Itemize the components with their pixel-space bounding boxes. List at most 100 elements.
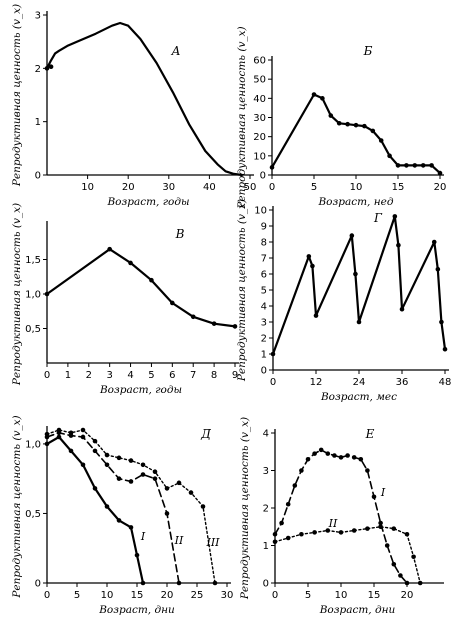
x-tick-label: 0 [270, 377, 276, 388]
y-tick-label: 0 [260, 171, 266, 182]
x-tick-label: 6 [169, 370, 175, 381]
y-axis-label: Репродуктивная ценность (v_x) [11, 203, 23, 386]
y-axis-label: Репродуктивная ценность (v_x) [11, 415, 23, 598]
data-point [116, 455, 122, 461]
panel-letter: Д [200, 427, 211, 441]
series-line [45, 248, 237, 328]
data-point [412, 163, 418, 168]
data-point [429, 163, 434, 168]
series-line-I [45, 435, 145, 585]
data-point [92, 448, 98, 454]
x-tick-label: 15 [392, 182, 405, 193]
panel-letter: В [175, 227, 185, 241]
data-point [345, 121, 350, 127]
data-point [325, 528, 331, 533]
data-point [44, 291, 50, 297]
data-point [338, 530, 344, 535]
data-point [378, 138, 384, 143]
data-point [299, 468, 304, 473]
x-tick-label: 50 [244, 182, 257, 193]
data-point [44, 441, 50, 447]
data-point [371, 494, 377, 500]
data-point [190, 314, 196, 320]
data-point [188, 490, 194, 495]
y-tick-label: 3 [261, 318, 267, 329]
data-point [439, 319, 444, 325]
data-point [351, 455, 357, 460]
data-point [80, 462, 86, 468]
y-tick-label: 50 [253, 75, 266, 86]
y-tick-label: 1,0 [25, 290, 41, 301]
series-line-I [274, 449, 408, 584]
data-point [396, 242, 401, 248]
y-tick-label: 1 [35, 117, 41, 128]
data-point [365, 468, 370, 473]
data-point [285, 501, 291, 507]
y-tick-label: 0 [261, 366, 267, 377]
data-point [164, 511, 170, 516]
data-point [332, 453, 337, 458]
data-point [269, 165, 275, 170]
chart-panel-5: 0 5 10 15 20 25 30 0 0,5 1,0 Возраст, дни Репродукт… [11, 415, 233, 616]
series-line-II [46, 431, 180, 584]
series-label: I [140, 530, 146, 543]
data-point [104, 462, 110, 468]
data-point [310, 263, 315, 269]
y-tick-label: 0,5 [25, 509, 41, 520]
series-line [270, 93, 442, 175]
data-point [420, 163, 426, 168]
x-tick-label: 8 [211, 370, 217, 381]
series-label: I [380, 486, 386, 499]
data-point [353, 122, 359, 128]
data-point [404, 531, 410, 537]
y-tick-label: 6 [261, 270, 267, 281]
y-axis-label: Репродуктивная ценность (v_x) [236, 26, 248, 209]
x-tick-label: 9 [232, 370, 238, 381]
data-point [384, 543, 390, 548]
y-tick-label: 1,0 [25, 439, 41, 450]
x-axis-label: Возраст, годы [106, 196, 189, 208]
data-point [353, 271, 358, 277]
data-point [68, 430, 74, 436]
chart-panel-3: 0 1 2 3 4 5 6 7 8 9 0,5 1,0 1,5 Возраст, годы Репродук… [11, 203, 239, 396]
y-axis-label: Репродуктивная ценность (v_x) [239, 417, 251, 600]
data-point [411, 554, 416, 560]
x-tick-label: 36 [396, 377, 409, 388]
chart-panel-1: 10 20 30 40 50 0 1 2 3 Возраст, годы Репродуктивна… [11, 4, 256, 208]
x-axis-label: Возраст, нед [317, 196, 393, 208]
data-point [80, 427, 86, 433]
data-point [313, 313, 319, 318]
y-tick-label: 20 [253, 132, 266, 143]
data-point [279, 520, 284, 526]
y-tick-label: 7 [261, 254, 267, 265]
x-tick-label: 1 [65, 370, 71, 381]
data-point [378, 524, 383, 530]
data-point [435, 266, 441, 272]
data-point [391, 526, 397, 531]
data-point [328, 113, 334, 118]
data-point [392, 214, 398, 219]
y-tick-label: 2 [35, 64, 41, 75]
y-tick-label: 4 [261, 302, 267, 313]
x-tick-label: 10 [335, 590, 348, 601]
data-point [272, 531, 278, 537]
data-point [116, 476, 122, 481]
data-point [92, 438, 98, 444]
data-point [200, 504, 206, 509]
y-tick-label: 3 [35, 11, 41, 22]
x-tick-label: 40 [203, 182, 216, 193]
data-point [272, 539, 278, 545]
y-tick-label: 3 [263, 466, 269, 477]
data-point [398, 573, 403, 578]
data-point [104, 504, 110, 509]
data-point [149, 277, 154, 283]
x-tick-label: 25 [191, 590, 204, 601]
y-tick-label: 30 [253, 113, 266, 124]
data-point [292, 483, 298, 488]
x-tick-label: 30 [162, 182, 175, 193]
data-point [320, 96, 325, 101]
data-point [299, 531, 304, 537]
data-point [128, 525, 134, 530]
